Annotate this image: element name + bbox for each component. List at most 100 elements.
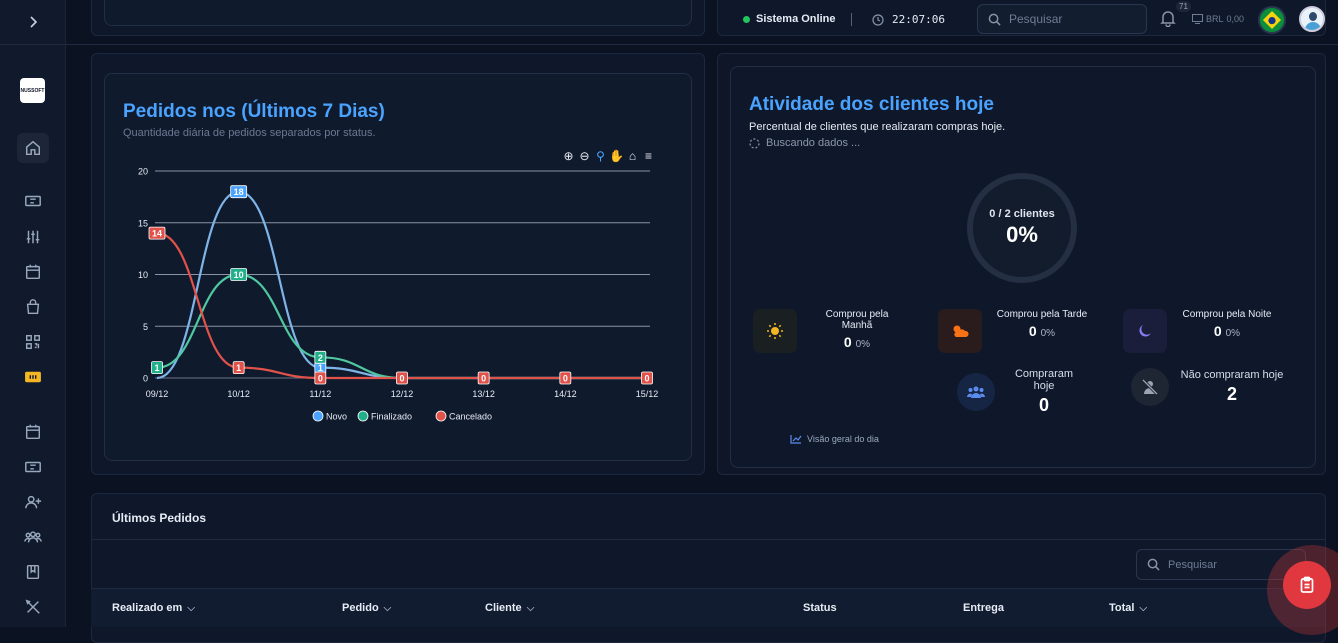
sidebar: NUSSOFT [0,0,66,627]
sidebar-item-settings[interactable] [17,222,49,252]
top-search-input[interactable]: Pesquisar [977,4,1147,34]
zoom-in-icon[interactable]: ⊕ [563,148,574,163]
add-user-icon [25,495,42,509]
divider [91,539,1325,540]
qrcode-icon [25,334,41,350]
overview-link[interactable]: Visão geral do dia [790,434,879,444]
period-pct: 0% [1040,328,1056,339]
data-label: 0 [644,374,649,384]
zoom-out-icon[interactable]: ⊖ [579,148,590,163]
period-label: Comprou pela Noite [1182,309,1272,320]
data-label: 18 [234,187,244,197]
sidebar-item-tickets[interactable] [17,186,49,216]
column-label: Status [803,602,837,614]
book-icon [26,564,40,580]
sidebar-item-coupons[interactable] [17,362,49,392]
calendar-icon [25,424,41,440]
column-header-client[interactable]: Cliente ⌵ [485,602,534,614]
column-header-order[interactable]: Pedido ⌵ [342,602,391,614]
data-label-box [230,268,248,281]
home-icon [25,140,41,156]
pan-icon[interactable]: ✋ [609,148,624,163]
data-label-box [230,185,248,199]
zoom-select-icon[interactable]: ⚲ [596,148,605,163]
users-icon [24,531,42,543]
orders-title: Últimos Pedidos [112,511,207,525]
data-label: 0 [318,374,323,384]
brazil-flag-icon [1262,10,1282,30]
expand-sidebar-button[interactable] [0,0,66,45]
wallet-balance[interactable]: BRL 0,00 [1192,14,1244,24]
column-label: Realizado em [112,602,183,614]
clipboard-icon [1300,576,1314,593]
sliders-icon [26,230,40,244]
data-label: 2 [318,353,323,363]
orders-chart-subtitle: Quantidade diária de pedidos separados p… [123,127,376,139]
period-night: Comprou pela Noite 0 0% [1123,309,1274,353]
sidebar-item-qrcode[interactable] [17,327,49,357]
data-label-box [148,226,166,240]
chart-line-icon [790,435,802,444]
x-tick-label: 13/12 [472,389,495,399]
reset-home-icon[interactable]: ⌂ [628,148,637,163]
column-header-delivery: Entrega [963,602,1004,614]
legend-marker [435,410,447,422]
clock: 22:07:06 [872,13,945,26]
y-tick-label: 0 [143,374,148,384]
x-tick-label: 12/12 [391,389,414,399]
column-header-total[interactable]: Total ⌵ [1109,602,1147,614]
top-left-card-inner [104,0,692,26]
coupon-icon [25,371,41,383]
legend-marker [357,410,369,422]
notifications-button[interactable] [1159,9,1177,32]
period-value: 0 [1028,323,1037,339]
spinner-icon [749,137,760,149]
data-label-box [396,371,408,385]
legend-marker [312,410,324,422]
search-icon [988,13,1001,26]
chart-menu-icon[interactable]: ≡ [644,148,652,163]
sidebar-item-add-user[interactable] [17,487,49,517]
tools-icon [25,599,40,614]
sidebar-item-vouchers[interactable] [17,452,49,482]
orders-table-header [91,588,1325,627]
data-label-box [641,371,653,385]
system-status: Sistema Online [743,13,835,25]
column-header-status: Status [803,602,837,614]
orders-search-placeholder: Pesquisar [1168,558,1217,571]
data-label: 1 [154,363,159,373]
orders-search-input[interactable]: Pesquisar [1136,549,1306,580]
not-bought-value: 2 [1226,384,1237,404]
sidebar-item-tools[interactable] [17,592,49,622]
new-order-fab-button[interactable] [1283,561,1331,609]
period-label: Comprou pela Manhã [825,309,889,331]
legend-label: Cancelado [449,412,492,422]
user-avatar[interactable] [1299,6,1325,32]
sidebar-item-schedule[interactable] [17,417,49,447]
chevron-down-icon: ⌵ [526,602,535,614]
sidebar-item-catalog[interactable] [17,557,49,587]
sidebar-item-shop[interactable] [17,292,49,322]
users-icon [957,373,995,411]
language-flag-button[interactable] [1258,6,1286,34]
calendar-icon [25,264,41,280]
legend-label: Finalizado [371,412,412,422]
data-label-box [314,371,327,385]
ring-percent: 0% [1006,222,1038,247]
data-label: 0 [481,374,486,384]
y-tick-label: 15 [138,218,148,228]
period-afternoon: Comprou pela Tarde 0 0% [938,309,1089,353]
app-logo[interactable]: NUSSOFT [20,78,45,103]
data-label: 10 [234,270,244,280]
clients-ring: 0 / 2 clientes 0% [967,173,1077,283]
data-label-box [559,371,572,385]
sidebar-item-teams[interactable] [17,522,49,552]
ticket-icon [25,461,41,473]
sidebar-item-calendar[interactable] [17,257,49,287]
ticket-icon [25,195,41,207]
sidebar-item-home[interactable] [17,133,49,163]
currency-label: BRL [1206,14,1224,24]
column-header-date[interactable]: Realizado em ⌵ [112,602,195,614]
shopping-bag-icon [26,299,40,315]
